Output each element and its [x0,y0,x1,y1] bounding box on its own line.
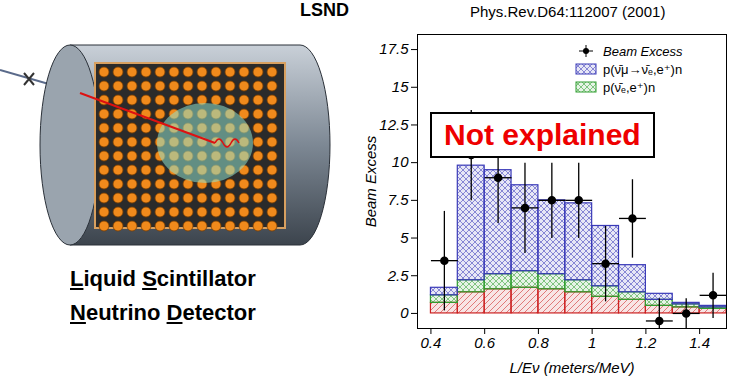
svg-text:2.5: 2.5 [387,267,410,284]
svg-text:17.5: 17.5 [379,40,409,57]
svg-text:7.5: 7.5 [388,191,410,208]
svg-text:1.2: 1.2 [635,334,657,351]
svg-text:10: 10 [392,153,409,170]
svg-text:0.8: 0.8 [528,334,550,351]
html-text:LSND: LSND [300,0,349,20]
html-text:Phys.Rev.D64:112007 (2001): Phys.Rev.D64:112007 (2001) [470,3,666,20]
svg-text:12.5: 12.5 [379,116,409,133]
svg-text:15: 15 [392,78,409,95]
svg-text:1.4: 1.4 [689,334,710,351]
svg-text:L/Eν (meters/MeV): L/Eν (meters/MeV) [509,359,634,376]
html-text:Not explained: Not explained [444,118,641,151]
svg-text:1: 1 [588,334,596,351]
svg-text:0: 0 [400,304,409,321]
svg-text:5: 5 [400,229,409,246]
html-text:p(ν̄μ→ν̄ₑ,e⁺)n: p(ν̄μ→ν̄ₑ,e⁺)n [603,61,683,77]
svg-text:0.6: 0.6 [474,334,496,351]
html-text:Beam Excess: Beam Excess [603,43,683,59]
html-text:p(ν̄ₑ,e⁺)n: p(ν̄ₑ,e⁺)n [603,79,656,95]
html-text:N eutrino D etector: N eutrino D etector [70,300,256,325]
svg-text:0.4: 0.4 [421,334,442,351]
svg-text:Beam Excess: Beam Excess [362,135,379,227]
html-text:L iquid S cintillator: L iquid S cintillator [70,266,256,291]
